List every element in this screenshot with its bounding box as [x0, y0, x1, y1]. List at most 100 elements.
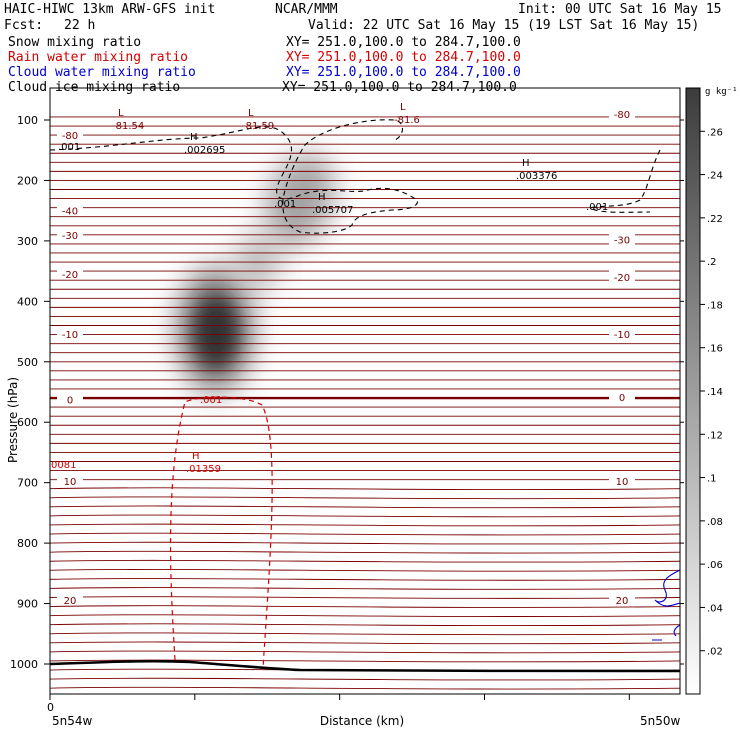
extremum-mark: H [192, 451, 200, 462]
isotherm [50, 233, 680, 236]
y-tick-label: 600 [17, 416, 38, 429]
extremum-mark: H [190, 132, 198, 143]
isotherm [50, 279, 680, 282]
isotherm-label: 20 [616, 596, 629, 607]
field-name-snow: Snow mixing ratio [8, 35, 142, 50]
isotherm-label: -40 [62, 207, 78, 218]
extremum-value: -81.6 [394, 115, 420, 126]
zero-isotherm [50, 396, 680, 400]
contour-value-label: .001 [274, 199, 296, 210]
contour-value-label: .001 [200, 395, 222, 406]
colorbar-tick-label: .06 [707, 560, 723, 571]
colorbar-tick-label: .22 [707, 214, 723, 225]
isotherm [50, 315, 680, 318]
extrema-labels: L -81.54 L -81.59 L -81.6 H .002695 H .005707 H .00… [51, 102, 608, 475]
field-xy-snow: XY= 251.0,100.0 to 284.7,100.0 [286, 35, 521, 50]
snow-blob-upper [265, 153, 335, 247]
label-bg [57, 392, 83, 405]
valid-time: Valid: 22 UTC Sat 16 May 15 (19 LST Sat … [308, 18, 700, 33]
label-bg [57, 128, 83, 141]
extremum-mark: L [400, 102, 406, 113]
colorbar-tick-label: .16 [707, 344, 723, 355]
label-bg [609, 270, 635, 283]
field-xy-rain: XY= 251.0,100.0 to 284.7,100.0 [286, 50, 521, 65]
x-left-location: 5n54w [52, 714, 93, 728]
isotherm-label: -20 [62, 270, 78, 281]
isotherm [50, 369, 680, 372]
isotherm-label: 10 [64, 477, 77, 488]
isotherm [50, 505, 680, 509]
label-bg [609, 232, 635, 245]
label-bg [57, 473, 83, 486]
isotherm [50, 433, 680, 436]
isotherm [50, 116, 680, 118]
org-label: NCAR/MMM [275, 2, 338, 17]
extremum-mark: H [318, 192, 326, 203]
snow-blob-lower-core [194, 296, 238, 368]
isotherm [50, 388, 680, 390]
extremum-value: .005707 [312, 205, 353, 216]
isotherm [50, 306, 680, 309]
isotherm [50, 442, 680, 445]
extremum-value: -81.59 [242, 121, 274, 132]
x-axis-zero: 0 [47, 701, 54, 714]
contour-value-label: 0081 [51, 460, 76, 471]
isotherm [50, 650, 680, 654]
isotherm [50, 215, 680, 218]
colorbar-tick-label: .04 [707, 603, 723, 614]
colorbar-tick-label: .1 [707, 474, 717, 485]
plot-frame [49, 87, 681, 695]
label-bg [57, 227, 83, 240]
colorbar: .02 .04 .06 .08 .1 .12 .14 .16 .18 .2 .22 .24 .26 g … [685, 87, 738, 695]
temperature-contours [50, 116, 680, 690]
isotherm [50, 469, 680, 472]
colorbar-tick-label: .18 [707, 300, 723, 311]
isotherm-label: 0 [619, 393, 625, 404]
isotherm [50, 460, 680, 463]
label-bg [57, 267, 83, 280]
field-name-cloud-water: Cloud water mixing ratio [8, 65, 196, 80]
isotherm [50, 532, 680, 536]
isotherm [50, 478, 680, 481]
init-time: Init: 00 UTC Sat 16 May 15 [518, 2, 722, 17]
isotherm [50, 143, 680, 146]
colorbar-tick-label: .08 [707, 517, 723, 528]
colorbar-tick-label: .14 [707, 387, 723, 398]
isotherm [50, 342, 680, 345]
extremum-value: .002695 [184, 145, 225, 156]
isotherm [50, 632, 680, 636]
y-tick-label: 800 [17, 537, 38, 550]
isotherm-label: 20 [64, 596, 77, 607]
isotherm [50, 170, 680, 173]
isotherm [50, 288, 680, 291]
isotherm [50, 379, 680, 381]
isotherm [50, 243, 680, 245]
y-tick-label: 500 [17, 356, 38, 369]
isotherm [50, 487, 680, 491]
isotherm [50, 578, 680, 581]
colorbar-tick-label: .12 [707, 430, 723, 441]
isotherm [50, 587, 680, 590]
isotherm-label: -30 [62, 231, 78, 242]
field-xy-cloud-water: XY= 251.0,100.0 to 284.7,100.0 [286, 65, 521, 80]
isotherm [50, 125, 680, 127]
label-bg [609, 389, 635, 402]
isotherm [50, 179, 680, 182]
isotherm [50, 252, 680, 254]
cloud-ice-contour-right [588, 149, 661, 213]
terrain-line [49, 659, 681, 673]
isotherm-label: -80 [62, 131, 78, 142]
y-tick-label: 700 [17, 477, 38, 490]
isotherm [50, 424, 680, 427]
x-axis [49, 694, 630, 700]
y-tick-label: 300 [17, 235, 38, 248]
label-bg [57, 203, 83, 216]
cloud-water-contour [654, 569, 680, 607]
extremum-value: .003376 [516, 171, 557, 182]
isotherm [50, 297, 680, 300]
colorbar-gradient [685, 87, 701, 695]
colorbar-tick-label: .26 [707, 127, 723, 138]
isotherm [50, 134, 680, 136]
y-tick-label: 1000 [10, 658, 38, 671]
